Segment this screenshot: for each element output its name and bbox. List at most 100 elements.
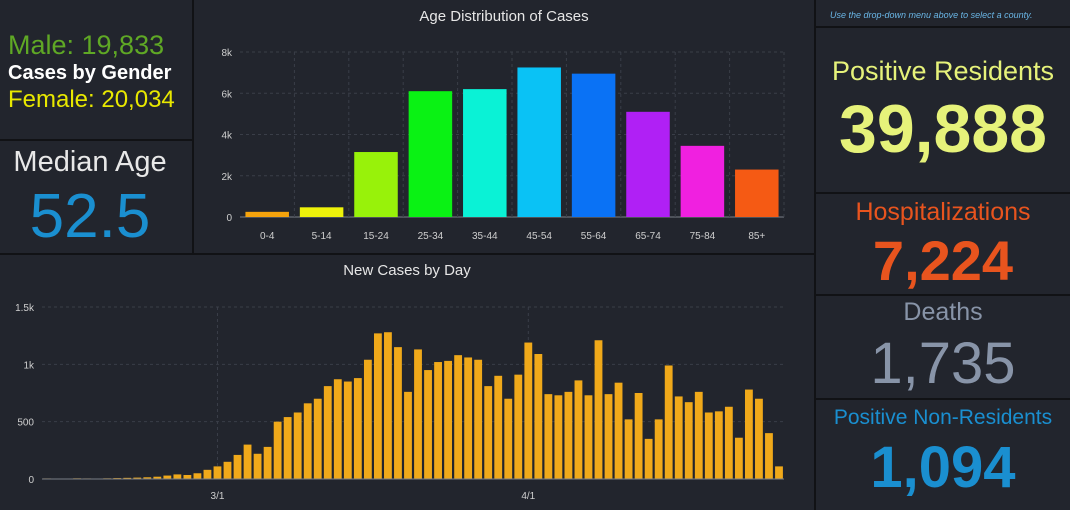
median-age-panel: Median Age 52.5: [0, 141, 192, 253]
daily-bar: [143, 477, 152, 479]
age-x-tick-label: 35-44: [472, 231, 498, 242]
daily-cases-chart: 0 500 1k 1.5k 3/1 4/1: [15, 303, 784, 502]
daily-bar: [734, 437, 743, 479]
daily-bar: [534, 354, 543, 479]
daily-bar: [694, 391, 703, 479]
gender-panel: Male: 19,833 Cases by Gender Female: 20,…: [0, 0, 192, 139]
daily-bar: [594, 340, 603, 479]
non-residents-label: Positive Non-Residents: [833, 406, 1053, 429]
daily-bar: [714, 411, 723, 479]
age-bar: [463, 89, 507, 217]
male-count: Male: 19,833: [8, 30, 165, 60]
daily-bar: [724, 406, 733, 479]
daily-bar: [213, 466, 222, 479]
daily-bar: [203, 469, 212, 479]
daily-y-tick-label: 500: [17, 418, 34, 429]
age-bar: [626, 111, 670, 217]
daily-bar: [414, 349, 422, 479]
daily-x-tick-label: 4/1: [521, 491, 535, 502]
daily-bar: [243, 444, 252, 479]
daily-bar: [474, 359, 483, 479]
daily-bar: [223, 461, 232, 479]
daily-bar: [303, 403, 312, 479]
daily-bar: [323, 386, 332, 479]
daily-bar: [644, 438, 653, 479]
daily-bar: [454, 355, 463, 479]
female-count: Female: 20,034: [8, 86, 175, 113]
daily-bar: [133, 477, 142, 479]
daily-bar: [564, 391, 573, 479]
daily-bar: [464, 357, 473, 479]
daily-bar: [444, 360, 453, 479]
age-x-tick-label: 65-74: [635, 231, 661, 242]
daily-bar: [253, 453, 262, 479]
deaths-value: 1,735: [870, 331, 1016, 396]
daily-bar: [333, 379, 342, 479]
age-distribution-chart: 0 2k 4k 6k 8k 0-4 5-14 15-24 25-34 35-44 45-54 55-6…: [221, 48, 785, 242]
age-x-tick-label: 0-4: [260, 231, 275, 242]
age-x-tick-label: 5-14: [312, 231, 332, 242]
daily-bar: [704, 412, 713, 479]
daily-bar: [233, 454, 242, 479]
age-y-tick-label: 0: [226, 213, 232, 224]
median-age-value: 52.5: [29, 182, 151, 251]
daily-bar: [494, 375, 503, 479]
age-bar: [245, 211, 289, 217]
age-bar: [571, 73, 616, 217]
daily-bar: [193, 473, 202, 479]
non-residents-panel: Positive Non-Residents 1,094: [816, 400, 1070, 510]
daily-bar: [313, 398, 322, 479]
daily-bar: [434, 362, 442, 479]
age-bar: [735, 169, 779, 217]
daily-bar: [604, 394, 613, 479]
daily-bar: [484, 386, 493, 479]
daily-bar: [273, 421, 282, 479]
positive-residents-value: 39,888: [839, 91, 1047, 167]
daily-bar: [634, 393, 643, 479]
age-bar: [299, 207, 344, 217]
daily-bar: [524, 342, 533, 479]
daily-bar: [664, 365, 673, 479]
daily-bar: [584, 395, 593, 479]
daily-bar: [373, 333, 382, 479]
daily-bar: [614, 382, 623, 479]
daily-y-tick-label: 1k: [23, 360, 35, 371]
daily-bar: [363, 359, 372, 479]
daily-bar: [404, 391, 412, 479]
age-bar: [517, 67, 561, 217]
daily-bar: [504, 398, 513, 479]
median-age-label: Median Age: [13, 146, 167, 178]
daily-x-tick-label: 3/1: [211, 491, 225, 502]
age-y-tick-label: 4k: [221, 131, 233, 142]
daily-chart-title: New Cases by Day: [343, 262, 471, 279]
daily-bar: [343, 381, 352, 479]
daily-bar: [674, 396, 683, 479]
daily-bar: [654, 419, 663, 479]
daily-bar: [554, 395, 563, 479]
daily-y-tick-label: 1.5k: [15, 303, 35, 314]
daily-bar: [163, 475, 172, 479]
age-x-tick-label: 55-64: [581, 231, 607, 242]
age-y-tick-label: 8k: [221, 48, 233, 59]
positive-residents-panel: Positive Residents 39,888: [816, 28, 1070, 192]
note-panel: Use the drop-down menu above to select a…: [816, 0, 1070, 26]
daily-bar: [544, 394, 553, 479]
age-x-tick-label: 85+: [748, 231, 765, 242]
deaths-label: Deaths: [903, 298, 983, 326]
age-x-tick-label: 15-24: [363, 231, 389, 242]
age-bar: [354, 152, 398, 217]
age-y-tick-label: 6k: [221, 89, 233, 100]
county-select-note: Use the drop-down menu above to select a…: [830, 10, 1033, 20]
daily-cases-panel: New Cases by Day 0 500 1k 1.5k 3/1 4/1: [0, 255, 814, 510]
daily-bar: [684, 402, 693, 479]
daily-bar: [394, 347, 402, 479]
age-distribution-panel: Age Distribution of Cases 0 2k 4k 6k 8k 0-4 5-…: [194, 0, 814, 253]
hospitalizations-panel: Hospitalizations 7,224: [816, 194, 1070, 294]
age-chart-title: Age Distribution of Cases: [419, 8, 589, 25]
daily-bar: [744, 389, 753, 479]
daily-bar: [173, 474, 182, 479]
daily-bar: [183, 474, 192, 479]
daily-bar: [353, 378, 362, 479]
daily-bar: [574, 380, 583, 479]
daily-bar: [283, 417, 292, 479]
